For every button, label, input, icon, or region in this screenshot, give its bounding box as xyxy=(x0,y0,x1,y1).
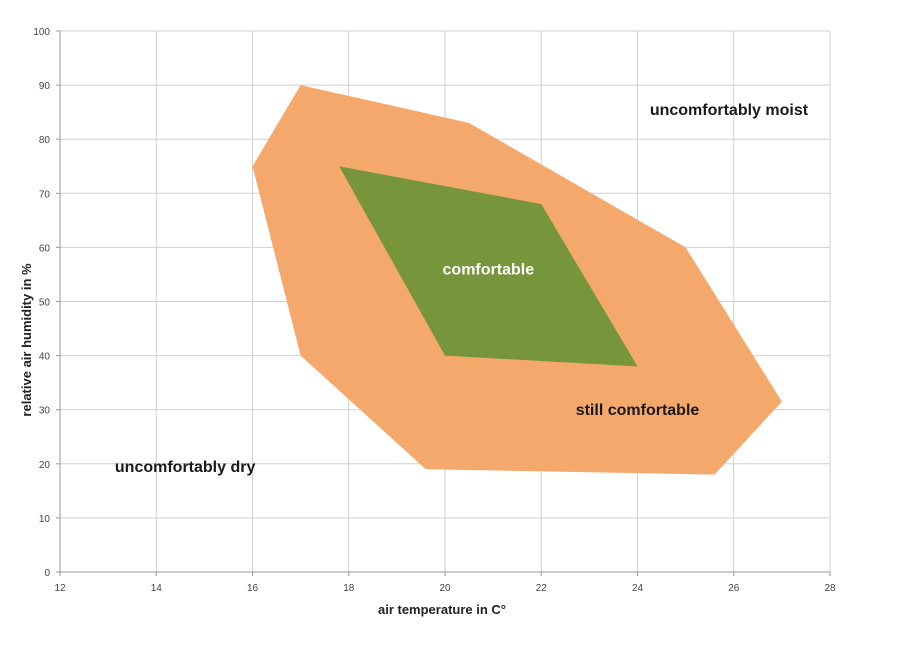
y-tick-label: 60 xyxy=(39,243,51,254)
y-tick-label: 90 xyxy=(39,81,51,92)
x-tick-label: 26 xyxy=(728,583,740,594)
x-tick-label: 24 xyxy=(632,583,644,594)
x-tick-label: 28 xyxy=(824,583,836,594)
x-axis-title: air temperature in C° xyxy=(378,602,506,617)
y-tick-label: 20 xyxy=(39,460,51,471)
x-tick-label: 18 xyxy=(343,583,355,594)
comfort-regions xyxy=(252,85,782,475)
region-labels: still comfortable comfortable uncomfortabl… xyxy=(115,102,809,476)
comfortable-region xyxy=(339,166,638,367)
x-tick-label: 20 xyxy=(439,583,451,594)
y-tick-label: 10 xyxy=(39,514,51,525)
y-tick-label: 80 xyxy=(39,135,51,146)
uncomfortably-dry-label: uncomfortably dry xyxy=(115,459,256,476)
y-tick-label: 0 xyxy=(44,568,50,579)
y-tick-label: 50 xyxy=(39,298,51,309)
x-tick-label: 22 xyxy=(536,583,548,594)
still-comfortable-label: still comfortable xyxy=(576,402,700,419)
x-tick-label: 16 xyxy=(247,583,259,594)
y-tick-label: 70 xyxy=(39,189,51,200)
x-tick-label: 14 xyxy=(151,583,163,594)
comfortable-label: comfortable xyxy=(443,261,535,278)
y-tick-label: 30 xyxy=(39,406,51,417)
x-tick-label: 12 xyxy=(54,583,66,594)
y-tick-label: 100 xyxy=(33,27,50,38)
y-tick-label: 40 xyxy=(39,352,51,363)
axes: 12 14 16 18 20 22 24 26 28 0 10 20 30 40 50 60 70 80 90 100 xyxy=(33,27,836,594)
y-axis-title: relative air humidity in % xyxy=(19,263,34,417)
uncomfortably-moist-label: uncomfortably moist xyxy=(650,102,809,119)
